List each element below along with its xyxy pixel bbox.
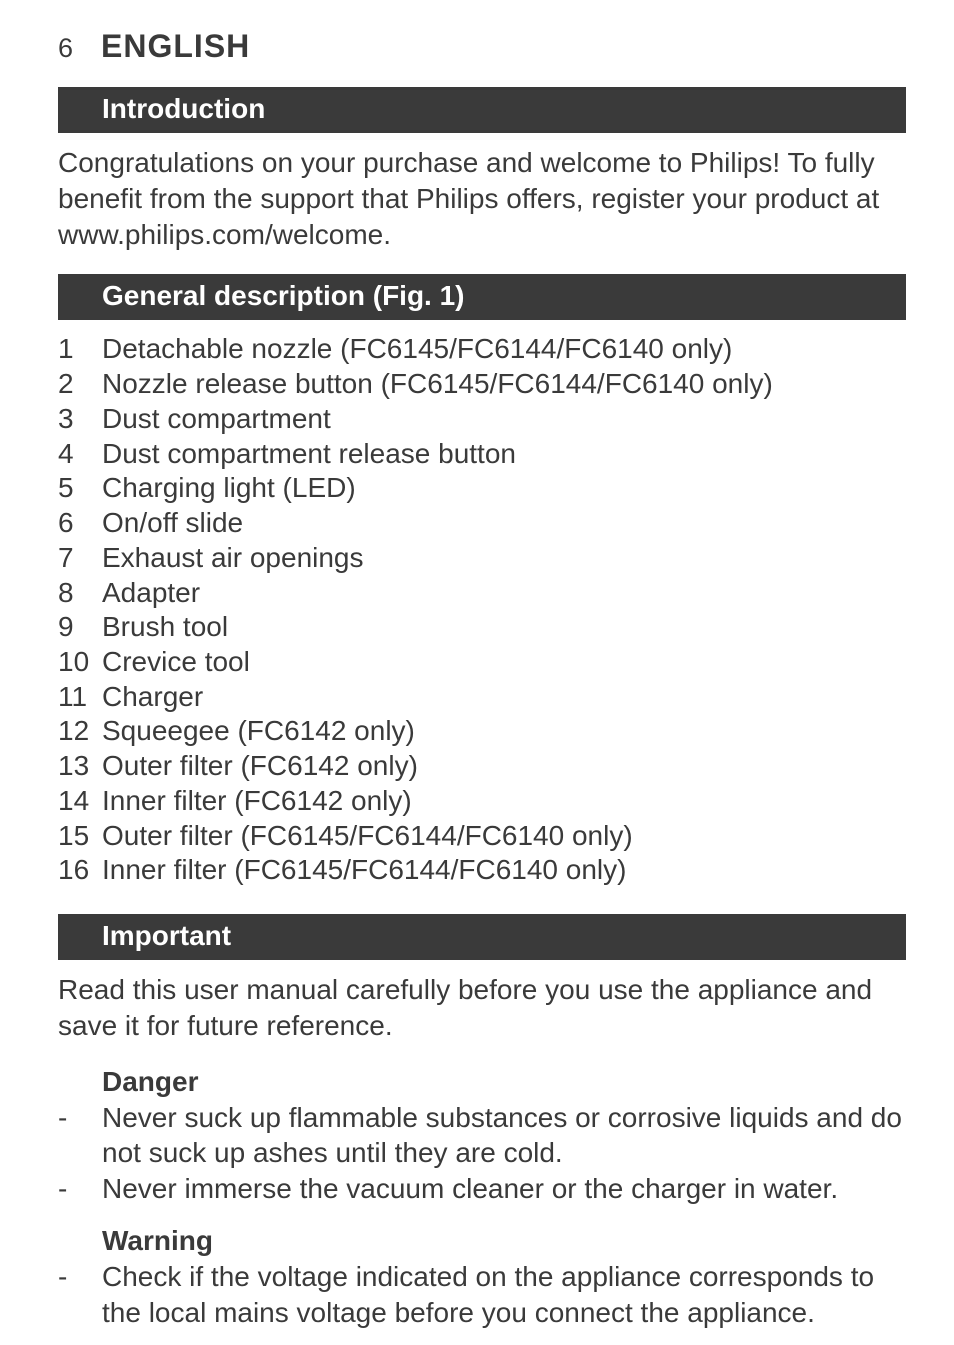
list-item-text: Never immerse the vacuum cleaner or the … — [102, 1171, 838, 1207]
language-label: ENGLISH — [101, 28, 250, 65]
list-item-number: 14 — [58, 784, 102, 819]
list-item-number: 9 — [58, 610, 102, 645]
list-item: 9Brush tool — [58, 610, 906, 645]
subheading-danger: Danger — [58, 1066, 906, 1098]
list-item: 16Inner filter (FC6145/FC6144/FC6140 onl… — [58, 853, 906, 888]
list-item: 7Exhaust air openings — [58, 541, 906, 576]
list-item: 10Crevice tool — [58, 645, 906, 680]
list-item-text: Check if the voltage indicated on the ap… — [102, 1259, 906, 1331]
list-item: 1Detachable nozzle (FC6145/FC6144/FC6140… — [58, 332, 906, 367]
list-item: -Never immerse the vacuum cleaner or the… — [58, 1171, 906, 1207]
list-item-number: 10 — [58, 645, 102, 680]
list-item-text: Charging light (LED) — [102, 471, 356, 506]
subheading-warning: Warning — [58, 1225, 906, 1257]
list-item-number: 6 — [58, 506, 102, 541]
list-item-text: Adapter — [102, 576, 200, 611]
section-bar-important: Important — [58, 914, 906, 960]
warning-list: -Check if the voltage indicated on the a… — [58, 1259, 906, 1331]
list-item-number: 15 — [58, 819, 102, 854]
list-item-text: Charger — [102, 680, 203, 715]
list-item-text: Inner filter (FC6145/FC6144/FC6140 only) — [102, 853, 626, 888]
list-item-dash: - — [58, 1259, 102, 1331]
list-item: 4Dust compartment release button — [58, 437, 906, 472]
list-item-text: Nozzle release button (FC6145/FC6144/FC6… — [102, 367, 773, 402]
list-item: 15Outer filter (FC6145/FC6144/FC6140 onl… — [58, 819, 906, 854]
danger-list: -Never suck up flammable substances or c… — [58, 1100, 906, 1207]
list-item-dash: - — [58, 1100, 102, 1172]
list-item-number: 11 — [58, 680, 102, 715]
list-item: 8Adapter — [58, 576, 906, 611]
list-item-text: On/off slide — [102, 506, 243, 541]
list-item-number: 5 — [58, 471, 102, 506]
list-item-number: 8 — [58, 576, 102, 611]
list-item: 3Dust compartment — [58, 402, 906, 437]
list-item-dash: - — [58, 1171, 102, 1207]
list-item-number: 7 — [58, 541, 102, 576]
section-bar-introduction: Introduction — [58, 87, 906, 133]
list-item-text: Never suck up flammable substances or co… — [102, 1100, 906, 1172]
list-item-number: 4 — [58, 437, 102, 472]
important-body-text: Read this user manual carefully before y… — [58, 972, 906, 1044]
list-item-text: Exhaust air openings — [102, 541, 364, 576]
list-item: 12Squeegee (FC6142 only) — [58, 714, 906, 749]
list-item-text: Inner filter (FC6142 only) — [102, 784, 412, 819]
list-item-text: Brush tool — [102, 610, 228, 645]
list-item: 6On/off slide — [58, 506, 906, 541]
page-header: 6 ENGLISH — [58, 28, 906, 65]
list-item-text: Detachable nozzle (FC6145/FC6144/FC6140 … — [102, 332, 732, 367]
page-number: 6 — [58, 33, 73, 64]
list-item-text: Outer filter (FC6145/FC6144/FC6140 only) — [102, 819, 633, 854]
list-item-number: 1 — [58, 332, 102, 367]
list-item: 2Nozzle release button (FC6145/FC6144/FC… — [58, 367, 906, 402]
list-item-text: Outer filter (FC6142 only) — [102, 749, 418, 784]
list-item-text: Squeegee (FC6142 only) — [102, 714, 415, 749]
list-item-text: Dust compartment release button — [102, 437, 516, 472]
intro-body-text: Congratulations on your purchase and wel… — [58, 145, 906, 252]
list-item: -Check if the voltage indicated on the a… — [58, 1259, 906, 1331]
list-item: 13Outer filter (FC6142 only) — [58, 749, 906, 784]
list-item-number: 12 — [58, 714, 102, 749]
list-item-text: Dust compartment — [102, 402, 331, 437]
section-bar-general-description: General description (Fig. 1) — [58, 274, 906, 320]
list-item: 14Inner filter (FC6142 only) — [58, 784, 906, 819]
list-item-number: 2 — [58, 367, 102, 402]
list-item: -Never suck up flammable substances or c… — [58, 1100, 906, 1172]
list-item-number: 16 — [58, 853, 102, 888]
list-item-text: Crevice tool — [102, 645, 250, 680]
general-description-list: 1Detachable nozzle (FC6145/FC6144/FC6140… — [58, 332, 906, 888]
list-item-number: 13 — [58, 749, 102, 784]
list-item: 5Charging light (LED) — [58, 471, 906, 506]
list-item-number: 3 — [58, 402, 102, 437]
list-item: 11Charger — [58, 680, 906, 715]
